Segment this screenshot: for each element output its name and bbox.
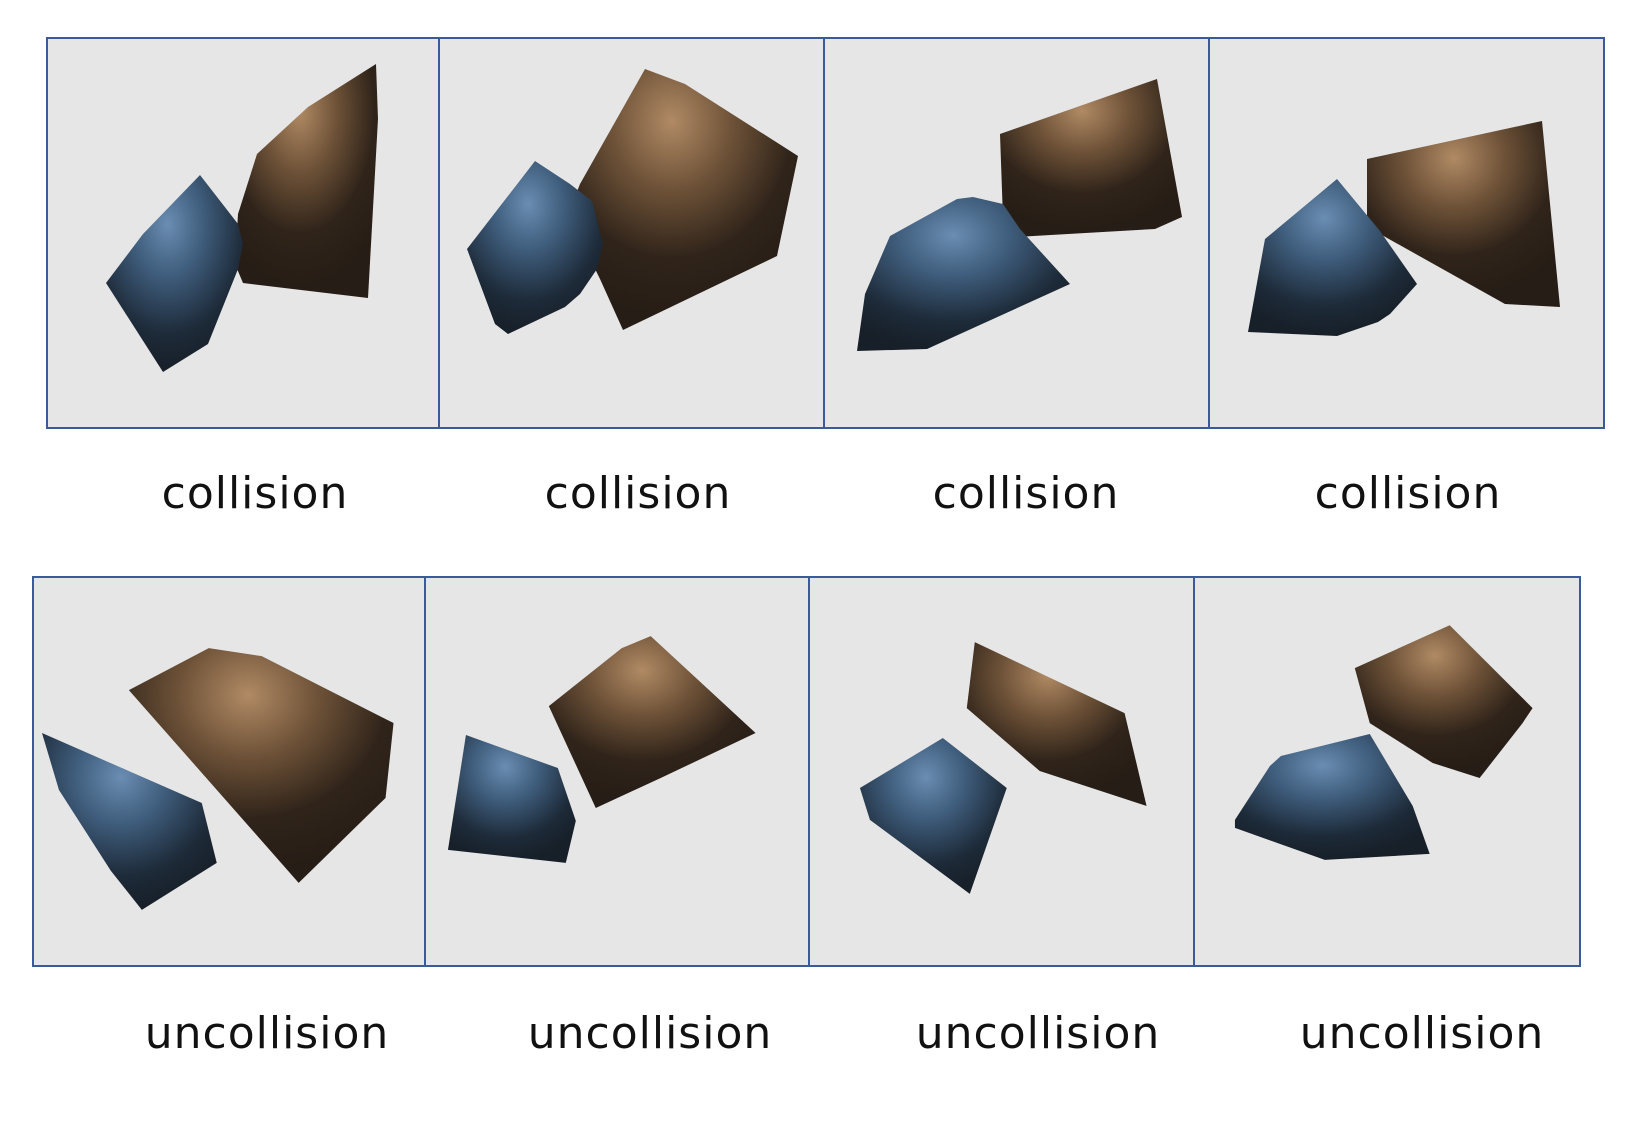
uncollision-panel-row (32, 576, 1581, 967)
collision-panel-3 (825, 39, 1210, 427)
collision-scene-2 (440, 39, 823, 427)
uncollision-label-1: uncollision (117, 1008, 417, 1059)
blue-polyhedron (1234, 734, 1429, 860)
collision-scene-3 (825, 39, 1208, 427)
collision-panel-1 (48, 39, 440, 427)
uncollision-panel-1 (34, 578, 426, 965)
uncollision-panel-2 (426, 578, 811, 965)
collision-panel-2 (440, 39, 825, 427)
collision-label-1: collision (105, 468, 405, 519)
collision-scene-1 (48, 39, 438, 427)
uncollision-scene-3 (810, 578, 1193, 965)
brown-polyhedron (235, 64, 378, 298)
collision-label-3: collision (876, 468, 1176, 519)
collision-panel-4 (1210, 39, 1600, 427)
uncollision-label-3: uncollision (888, 1008, 1188, 1059)
brown-polyhedron (568, 69, 798, 330)
brown-polyhedron (548, 636, 755, 808)
brown-polyhedron (1000, 79, 1182, 237)
uncollision-scene-4 (1195, 578, 1580, 965)
blue-polyhedron (860, 738, 1007, 894)
collision-label-2: collision (488, 468, 788, 519)
blue-polyhedron (447, 735, 575, 863)
collision-label-4: collision (1258, 468, 1558, 519)
uncollision-panel-4 (1195, 578, 1580, 965)
blue-polyhedron (106, 175, 243, 372)
uncollision-label-2: uncollision (500, 1008, 800, 1059)
uncollision-scene-2 (426, 578, 809, 965)
collision-scene-4 (1210, 39, 1600, 427)
uncollision-scene-1 (34, 578, 424, 965)
uncollision-panel-3 (810, 578, 1195, 965)
collision-panel-row (46, 37, 1605, 429)
uncollision-label-4: uncollision (1272, 1008, 1572, 1059)
